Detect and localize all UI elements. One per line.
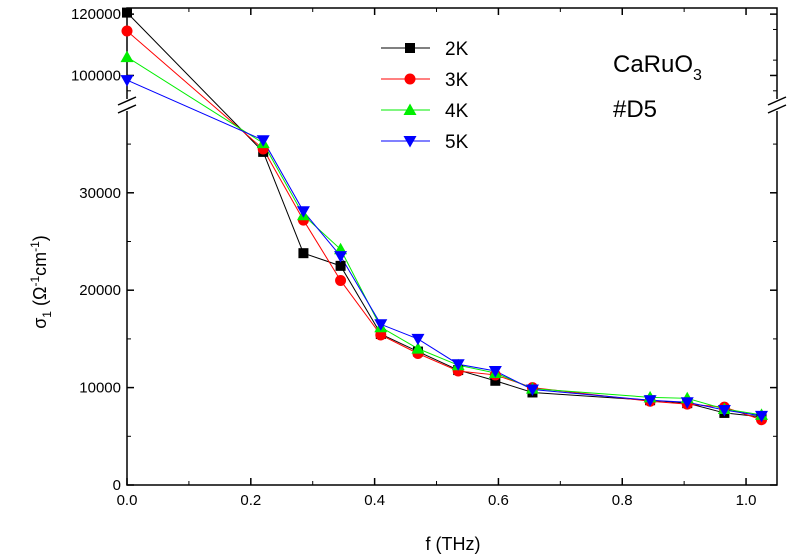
data-point-2K (335, 260, 346, 271)
y-tick-label: 20000 (79, 282, 121, 299)
legend-label-2K: 2K (445, 39, 469, 60)
break-mark-left (117, 104, 137, 114)
legend-label-5K: 5K (445, 132, 469, 153)
data-point-5K (680, 397, 694, 409)
data-point-2K (490, 375, 501, 386)
break-mark-right (767, 96, 787, 106)
data-point-5K (643, 395, 657, 407)
break-gap-right (769, 99, 779, 111)
legend-label-4K: 4K (445, 101, 469, 122)
data-point-4K (120, 50, 134, 63)
break-mark-right (767, 104, 787, 114)
x-tick-label: 0.8 (612, 492, 633, 509)
data-point-3K (375, 329, 387, 341)
data-point-3K (121, 25, 133, 37)
x-tick-label: 1.0 (736, 492, 757, 509)
data-point-5K (334, 251, 348, 263)
data-point-5K (525, 384, 539, 397)
data-point-5K (755, 410, 769, 423)
legend: 2K 3K 4K 5K (381, 39, 469, 153)
data-point-3K (335, 274, 347, 286)
legend-marker-4K (403, 103, 417, 115)
data-point-5K (374, 319, 388, 331)
data-point-5K (451, 359, 465, 371)
y-tick-label: 30000 (79, 185, 121, 202)
data-point-5K (488, 366, 502, 378)
sample-annotation: #D5 (613, 96, 657, 123)
data-point-5K (296, 206, 310, 218)
x-tick-label: 0.4 (364, 492, 385, 509)
data-point-5K (717, 405, 731, 417)
material-annotation: CaRuO3 (613, 51, 702, 84)
y-tick-label: 10000 (79, 380, 121, 397)
data-point-2K (298, 248, 309, 259)
data-point-5K (411, 333, 425, 346)
series-layer (120, 7, 769, 426)
y-tick-label: 0 (113, 477, 121, 494)
axes: 0.0 0.2 0.4 0.6 0.8 1.0 0 10000 20000 30000 100000… (71, 6, 778, 509)
break-mark-left (117, 96, 137, 106)
x-axis-label: f (THz) (426, 534, 481, 554)
y-tick-label: 100000 (71, 67, 121, 84)
axis-breaks (117, 96, 787, 114)
break-gap-left (126, 99, 135, 111)
x-tick-label: 0.2 (240, 492, 261, 509)
legend-marker-2K (405, 43, 415, 53)
y-axis-label: σ1 (Ω-1cm-1) (28, 235, 54, 329)
legend-marker-5K (403, 136, 417, 148)
y-tick-label: 120000 (71, 6, 121, 23)
data-point-5K (120, 75, 134, 87)
x-tick-label: 0.6 (488, 492, 509, 509)
legend-marker-3K (404, 73, 416, 85)
data-point-2K (122, 7, 132, 18)
data-point-5K (256, 135, 270, 147)
x-tick-label: 0.0 (117, 492, 138, 509)
legend-label-3K: 3K (445, 70, 469, 91)
plot-frame (126, 7, 778, 486)
data-point-4K (411, 342, 425, 354)
